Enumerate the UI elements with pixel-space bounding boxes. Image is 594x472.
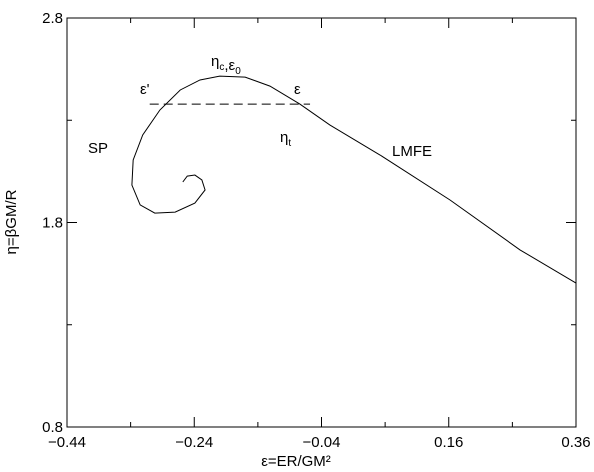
annotation: ηc,ε0	[211, 53, 241, 77]
annotation-sub: 0	[235, 66, 241, 77]
annotation: ε'	[140, 81, 150, 98]
x-tick-label: 0.16	[434, 434, 463, 451]
x-tick-label: −0.04	[303, 434, 341, 451]
y-tick-label: 2.8	[42, 10, 63, 27]
y-tick-label: 1.8	[42, 215, 63, 232]
y-axis-label: η=βGM/R	[3, 189, 20, 254]
annotation-text: LMFE	[392, 143, 432, 160]
y-tick-label: 0.8	[42, 419, 63, 436]
annotation-text: SP	[88, 140, 108, 157]
annotation-text: η	[211, 53, 219, 70]
annotation: LMFE	[392, 143, 432, 160]
plot-frame	[66, 17, 577, 428]
annotation: SP	[88, 140, 108, 157]
x-tick-label: −0.44	[48, 434, 86, 451]
annotation-sub: t	[288, 138, 291, 149]
x-tick-label: −0.24	[175, 434, 213, 451]
x-tick-label: 0.36	[561, 434, 590, 451]
annotation-sub: c	[219, 62, 224, 73]
x-axis-label: ε=ER/GM²	[261, 453, 331, 470]
annotation-text: η	[280, 129, 288, 146]
annotation: ηt	[280, 129, 291, 149]
annotation-text: ε'	[140, 81, 150, 98]
annotation: ε	[294, 81, 301, 98]
annotation-text: ε	[294, 81, 301, 98]
annotation-text: ,ε	[224, 57, 235, 74]
curve	[131, 75, 577, 284]
